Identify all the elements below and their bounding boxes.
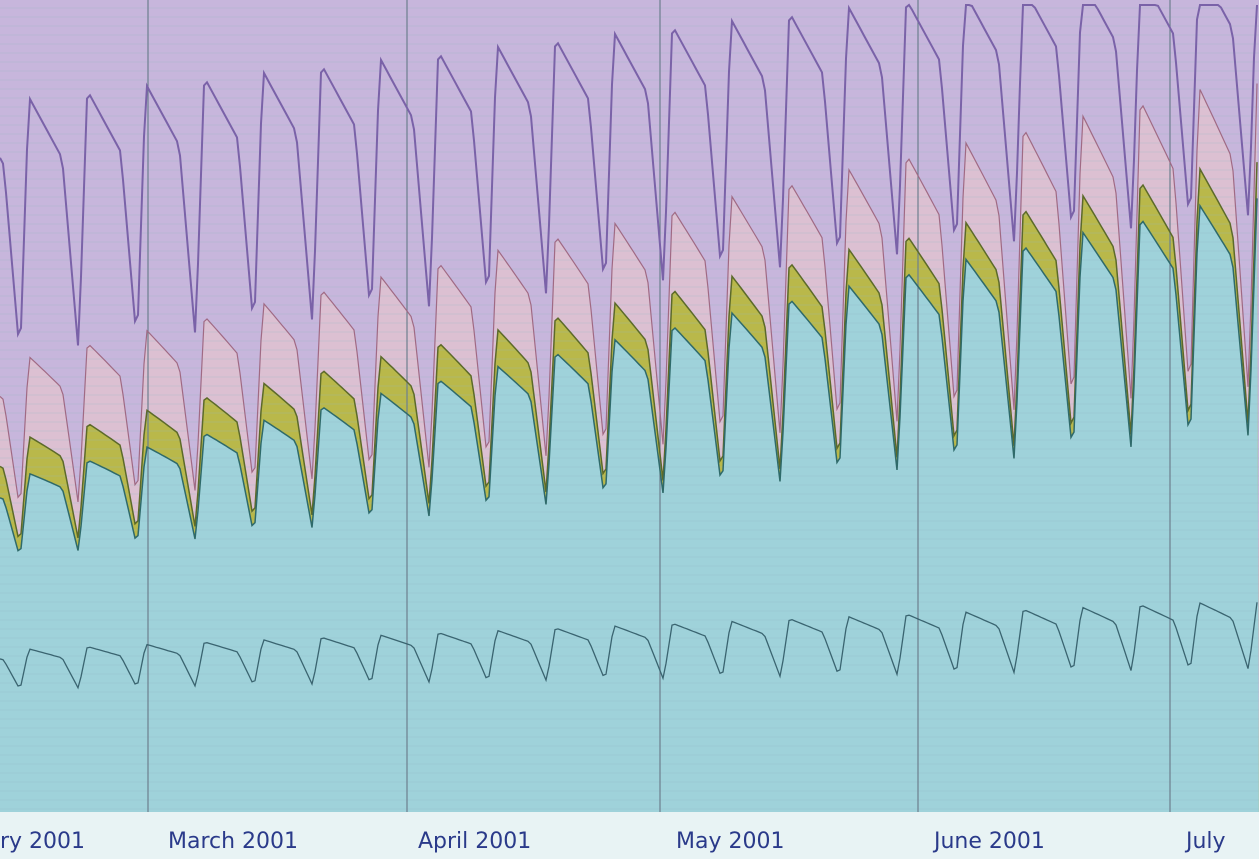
yellow-curve: [0, 162, 1258, 539]
low-curve: [0, 602, 1258, 690]
label-strip: [0, 812, 1259, 859]
month-label: ry 2001: [0, 829, 85, 854]
purple-curve: [0, 3, 1258, 346]
pink-curve: [0, 83, 1258, 502]
month-label: May 2001: [676, 829, 784, 854]
curves: [0, 3, 1258, 690]
month-labels: ry 2001 March 2001 April 2001 May 2001 June …: [0, 829, 1226, 854]
cyan-curve: [0, 198, 1258, 552]
month-label: June 2001: [932, 829, 1045, 854]
month-label: July: [1184, 829, 1226, 854]
month-label: April 2001: [418, 829, 531, 854]
month-label: March 2001: [168, 829, 298, 854]
